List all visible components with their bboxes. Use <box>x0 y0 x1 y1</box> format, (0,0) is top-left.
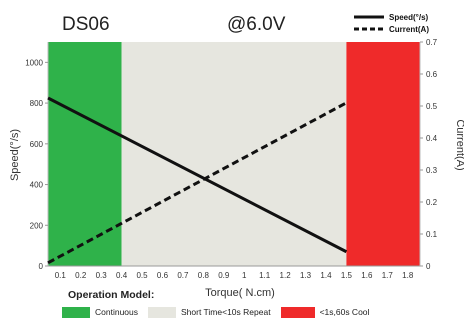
x-tick-label-12: 1.3 <box>300 271 312 280</box>
legend-cool: <1s,60s Cool <box>280 306 370 318</box>
continuous-label: Continuous <box>95 307 139 317</box>
x-tick-label-13: 1.4 <box>320 271 332 280</box>
x-tick-label-10: 1.1 <box>259 271 271 280</box>
y-left-tick-label-3: 600 <box>30 140 44 149</box>
chart-title: DS06 <box>62 14 110 35</box>
y-left-tick-label-2: 400 <box>30 181 44 190</box>
x-tick-label-14: 1.5 <box>341 271 353 280</box>
x-tick-label-1: 0.2 <box>75 271 87 280</box>
legend-current-label: Current(A) <box>389 25 429 34</box>
legend-continuous: Continuous <box>62 306 139 318</box>
y-right-tick-label-7: 0.7 <box>426 38 438 47</box>
y-right-tick-label-2: 0.2 <box>426 198 438 207</box>
region-2 <box>346 42 420 266</box>
x-tick-label-16: 1.7 <box>382 271 394 280</box>
short-time-label: Short Time<10s Repeat <box>181 307 271 317</box>
y-axis-left-label: Speed(°/s) <box>9 129 21 181</box>
legend-top: Speed(°/s) Current(A) <box>354 13 429 34</box>
operation-model-title: Operation Model: <box>68 289 155 301</box>
cool-label: <1s,60s Cool <box>319 307 370 317</box>
region-0 <box>48 42 122 266</box>
y-left-tick-label-4: 800 <box>30 99 44 108</box>
y-right-tick-label-5: 0.5 <box>426 102 438 111</box>
legend-speed-label: Speed(°/s) <box>389 13 429 22</box>
y-left-tick-label-1: 200 <box>30 221 44 230</box>
x-tick-label-0: 0.1 <box>55 271 67 280</box>
x-tick-label-7: 0.8 <box>198 271 210 280</box>
x-tick-label-3: 0.4 <box>116 271 128 280</box>
continuous-swatch <box>62 306 90 318</box>
x-tick-label-9: 1 <box>242 271 247 280</box>
operation-legend: Continuous Short Time<10s Repeat <1s,60s… <box>62 305 379 319</box>
y-right-tick-label-4: 0.4 <box>426 134 438 143</box>
x-tick-label-5: 0.6 <box>157 271 169 280</box>
short-time-swatch <box>148 306 177 318</box>
y-right-tick-label-3: 0.3 <box>426 166 438 175</box>
x-tick-label-6: 0.7 <box>177 271 189 280</box>
x-tick-label-4: 0.5 <box>136 271 148 280</box>
x-tick-label-2: 0.3 <box>96 271 108 280</box>
y-axis-right-label: Current(A) <box>454 119 464 170</box>
y-left-tick-label-0: 0 <box>39 262 44 271</box>
y-right-tick-label-0: 0 <box>426 262 431 271</box>
cool-swatch <box>280 306 315 318</box>
chart-series <box>47 96 348 265</box>
x-axis-label: Torque( N.cm) <box>205 287 275 299</box>
x-tick-label-8: 0.9 <box>218 271 230 280</box>
y-right-tick-label-6: 0.6 <box>426 70 438 79</box>
y-right-tick-label-1: 0.1 <box>426 230 438 239</box>
legend-short-time: Short Time<10s Repeat <box>148 306 271 318</box>
x-tick-label-17: 1.8 <box>402 271 414 280</box>
series-line-speed <box>47 96 348 254</box>
chart-axes: 0.1 0.2 0.3 0.4 0.5 0.6 0.7 0.8 0.9 1 1.1 1.2 1.3 1.4… <box>25 38 437 280</box>
x-tick-label-11: 1.2 <box>280 271 292 280</box>
y-left-tick-label-5: 1000 <box>25 58 43 67</box>
x-tick-label-15: 1.6 <box>361 271 373 280</box>
operation-regions <box>48 42 420 266</box>
chart-subtitle: @6.0V <box>227 14 286 35</box>
series-line-current <box>47 101 348 265</box>
